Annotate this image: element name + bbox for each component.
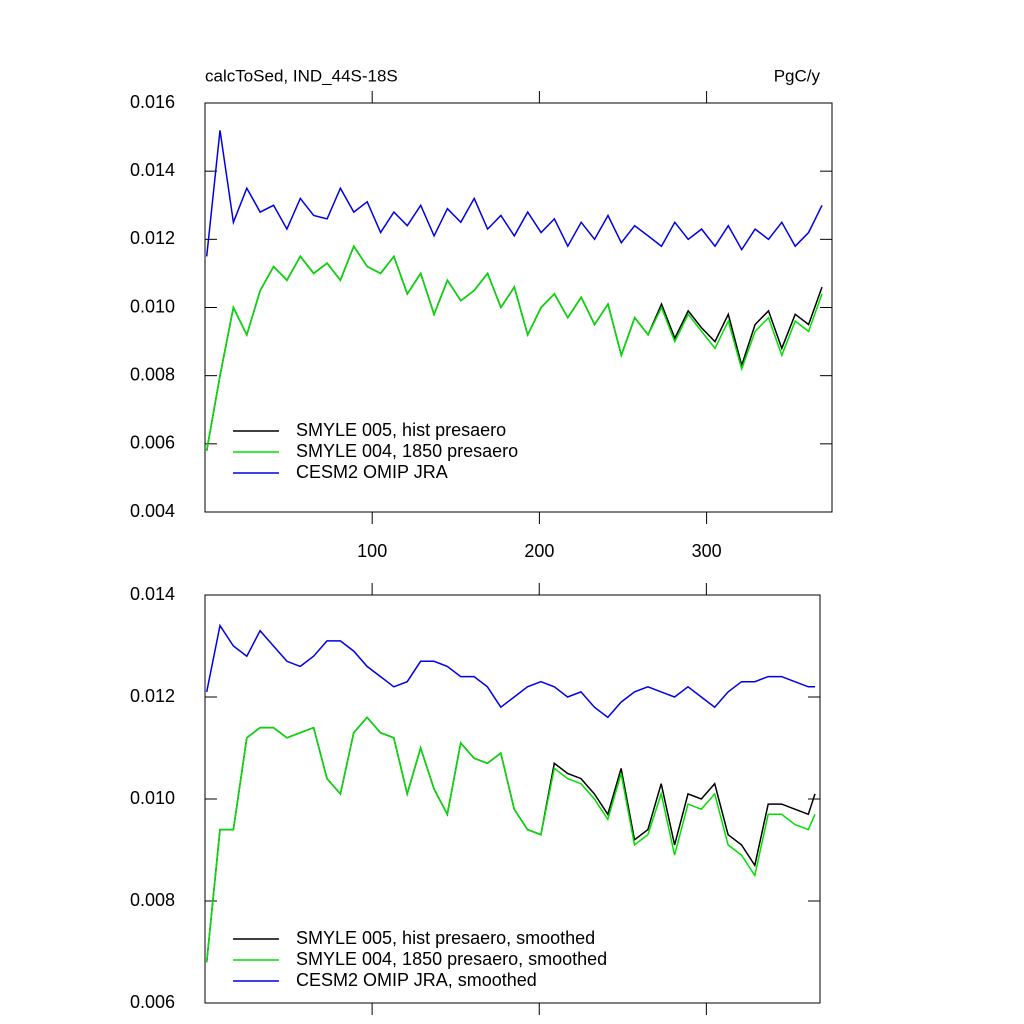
series-line xyxy=(205,716,816,963)
y-tick-label: 0.014 xyxy=(130,584,175,604)
series-line xyxy=(205,244,823,451)
units-label: PgC/y xyxy=(774,66,821,85)
x-tick-label: 300 xyxy=(692,541,722,561)
legend-label: CESM2 OMIP JRA, smoothed xyxy=(296,970,537,990)
series-line xyxy=(205,716,816,963)
legend-label: SMYLE 004, 1850 presaero xyxy=(296,441,518,461)
legend-label: SMYLE 005, hist presaero xyxy=(296,420,506,440)
y-tick-label: 0.010 xyxy=(130,296,175,316)
chart-title: calcToSed, IND_44S-18S xyxy=(205,66,398,85)
y-tick-label: 0.016 xyxy=(130,92,175,112)
y-tick-label: 0.012 xyxy=(130,686,175,706)
y-tick-label: 0.012 xyxy=(130,228,175,248)
y-tick-label: 0.004 xyxy=(130,501,175,521)
y-tick-label: 0.014 xyxy=(130,160,175,180)
series-line xyxy=(205,130,823,257)
y-tick-label: 0.008 xyxy=(130,890,175,910)
x-tick-label: 100 xyxy=(357,541,387,561)
series-line xyxy=(205,623,815,719)
x-tick-label: 200 xyxy=(524,541,554,561)
legend-label: CESM2 OMIP JRA xyxy=(296,462,448,482)
y-tick-label: 0.006 xyxy=(130,433,175,453)
y-tick-label: 0.006 xyxy=(130,992,175,1012)
y-tick-label: 0.010 xyxy=(130,788,175,808)
y-tick-label: 0.008 xyxy=(130,364,175,384)
legend-label: SMYLE 004, 1850 presaero, smoothed xyxy=(296,949,607,969)
legend-label: SMYLE 005, hist presaero, smoothed xyxy=(296,928,595,948)
